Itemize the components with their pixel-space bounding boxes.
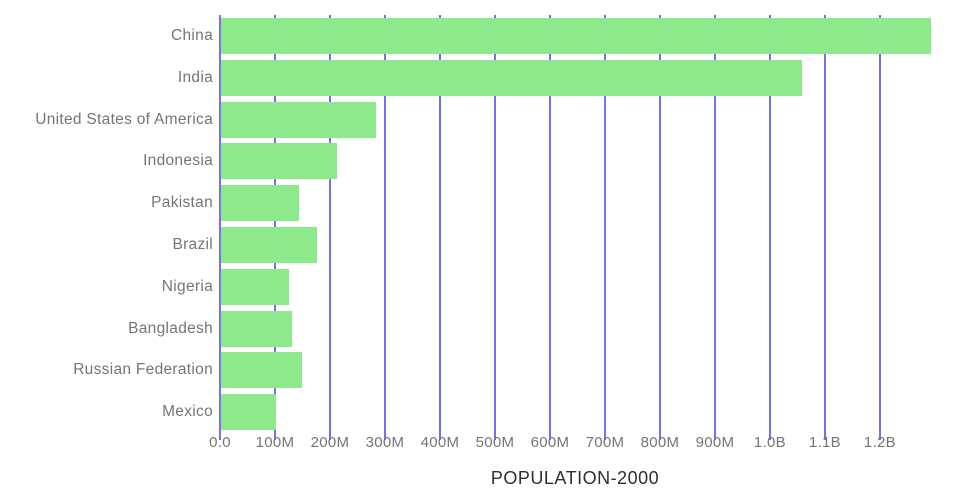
category-label: Nigeria: [161, 277, 213, 295]
x-axis-tick: [603, 433, 606, 440]
gridline: [548, 15, 551, 433]
x-axis-tick-label: 600M: [530, 434, 570, 451]
x-axis-tick: [768, 433, 771, 440]
x-axis-tick-label: 400M: [420, 434, 460, 451]
bar-russian-federation: [221, 352, 302, 389]
x-axis-tick: [878, 433, 881, 440]
gridline: [768, 15, 771, 433]
x-axis-tick-label: 200M: [310, 434, 350, 451]
category-label: Indonesia: [143, 152, 213, 170]
x-axis-tick-label: 800M: [640, 434, 680, 451]
x-axis-tick: [219, 433, 221, 440]
bar-united-states-of-america: [221, 101, 377, 138]
category-label: Pakistan: [151, 194, 213, 212]
gridline: [713, 15, 716, 433]
gridline: [328, 15, 331, 433]
x-axis-tick: [713, 433, 716, 440]
x-axis-title: POPULATION-2000: [490, 468, 660, 488]
bar-india: [221, 59, 802, 96]
bar-pakistan: [221, 185, 300, 222]
gridline: [658, 15, 661, 433]
bar-bangladesh: [221, 310, 292, 347]
x-axis-tick-label: 1.0B: [753, 434, 786, 451]
category-label: Mexico: [162, 403, 213, 421]
x-axis-tick: [493, 433, 496, 440]
gridline: [878, 15, 881, 433]
x-axis-tick-label: 1.1B: [808, 434, 841, 451]
x-axis-tick: [548, 433, 551, 440]
x-axis-tick-label: 1.2B: [863, 434, 896, 451]
category-axis: China India United States of America Indone…: [0, 15, 213, 433]
x-axis-tick-label: 900M: [695, 434, 735, 451]
plot-area: [219, 15, 931, 433]
category-label: China: [171, 27, 213, 44]
gridline: [823, 15, 826, 433]
bar-brazil: [221, 226, 318, 263]
x-axis-tick: [273, 433, 276, 440]
x-axis-tick-label: 700M: [585, 434, 625, 451]
gridline: [219, 15, 221, 433]
category-label: India: [177, 68, 213, 86]
bar-mexico: [221, 394, 276, 431]
x-axis-tick-label: 100M: [255, 434, 295, 451]
x-axis-tick-label: 300M: [365, 434, 405, 451]
bar-indonesia: [221, 143, 338, 180]
x-axis-tick: [658, 433, 661, 440]
x-axis-tick-label: 0.0: [209, 434, 231, 451]
category-label: United States of America: [35, 110, 213, 128]
x-axis-tick: [383, 433, 386, 440]
gridline: [273, 15, 276, 433]
bar-china: [221, 17, 931, 54]
gridline: [383, 15, 386, 433]
category-label: Bangladesh: [128, 319, 213, 337]
bar-nigeria: [221, 268, 290, 305]
x-axis-tick: [438, 433, 441, 440]
x-axis-tick-label: 500M: [475, 434, 515, 451]
gridline: [493, 15, 496, 433]
gridline: [438, 15, 441, 433]
x-axis-tick: [328, 433, 331, 440]
x-axis-tick: [823, 433, 826, 440]
category-label: Brazil: [172, 236, 213, 253]
gridline: [603, 15, 606, 433]
category-label: Russian Federation: [73, 361, 213, 379]
